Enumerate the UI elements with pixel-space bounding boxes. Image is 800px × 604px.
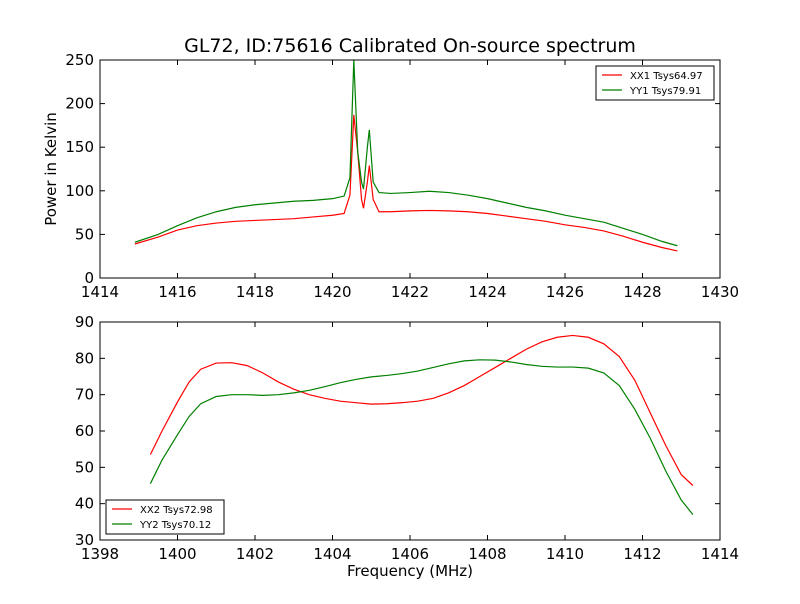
x-tick-label: 1430 (701, 283, 739, 301)
top-panel: 1414 1416 1418 1420 1422 1424 1426 1428 1430 0 50 1… (42, 51, 739, 301)
y-tick-label: 60 (75, 422, 94, 440)
y-tick-label: 50 (75, 225, 94, 243)
legend-label: XX2 Tsys72.98 (140, 505, 213, 516)
y-tick-label: 70 (75, 386, 94, 404)
series-line-green (134, 60, 678, 247)
y-tick-label: 80 (75, 349, 94, 367)
x-tick-label: 1412 (623, 545, 661, 563)
x-tick-label: 1416 (158, 283, 196, 301)
x-tick-label: 1428 (623, 283, 661, 301)
x-tick-label: 1404 (313, 545, 351, 563)
x-tick-label: 1406 (391, 545, 429, 563)
x-tick-label: 1402 (236, 545, 274, 563)
series-line-green (149, 359, 694, 515)
x-tick-label: 1426 (546, 283, 584, 301)
legend-box (105, 499, 225, 535)
legend-label: YY1 Tsys79.91 (629, 86, 701, 97)
legend-box (595, 65, 715, 101)
x-tick-label: 1424 (468, 283, 506, 301)
y-axis-label: Power in Kelvin (42, 112, 60, 226)
legend: XX2 Tsys72.98 YY2 Tsys70.12 (105, 499, 225, 535)
y-tick-label: 0 (84, 269, 94, 287)
legend-label: XX1 Tsys64.97 (630, 71, 703, 82)
y-tick-label: 90 (75, 313, 94, 331)
x-tick-label: 1400 (158, 545, 196, 563)
y-tick-label: 150 (65, 138, 94, 156)
bottom-panel: 1398 1400 1402 1404 1406 1408 1410 1412 1414 30 40… (75, 313, 739, 580)
y-tick-label: 30 (75, 531, 94, 549)
y-tick-label: 100 (65, 182, 94, 200)
x-tick-label: 1414 (81, 283, 119, 301)
series-line-red (149, 334, 694, 486)
y-tick-label: 40 (75, 495, 94, 513)
x-tick-label: 1410 (546, 545, 584, 563)
x-tick-label: 1398 (81, 545, 119, 563)
x-tick-label: 1408 (468, 545, 506, 563)
x-axis-label: Frequency (MHz) (347, 562, 473, 580)
x-tick-label: 1420 (313, 283, 351, 301)
y-tick-label: 200 (65, 95, 94, 113)
legend-label: YY2 Tsys70.12 (139, 520, 211, 531)
x-tick-label: 1422 (391, 283, 429, 301)
chart-title: GL72, ID:75616 Calibrated On-source spec… (184, 35, 636, 57)
x-tick-label: 1414 (701, 545, 739, 563)
legend: XX1 Tsys64.97 YY1 Tsys79.91 (595, 65, 715, 101)
series-line-red (134, 114, 678, 252)
y-tick-label: 250 (65, 51, 94, 69)
x-tick-label: 1418 (236, 283, 274, 301)
y-tick-label: 50 (75, 458, 94, 476)
